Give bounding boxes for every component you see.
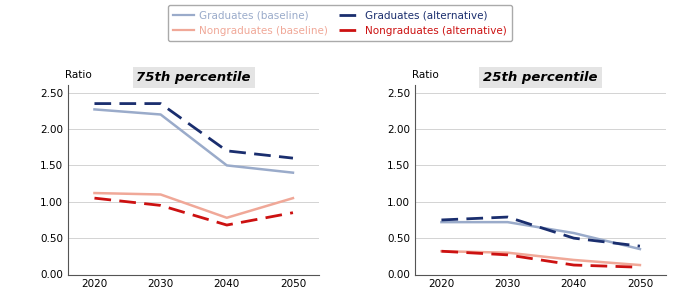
Text: Ratio: Ratio [413,70,439,80]
Text: Ratio: Ratio [65,70,92,80]
Title: 25th percentile: 25th percentile [483,71,598,84]
Legend: Graduates (baseline), Nongraduates (baseline), Graduates (alternative), Nongradu: Graduates (baseline), Nongraduates (base… [168,5,512,41]
Title: 75th percentile: 75th percentile [137,71,251,84]
